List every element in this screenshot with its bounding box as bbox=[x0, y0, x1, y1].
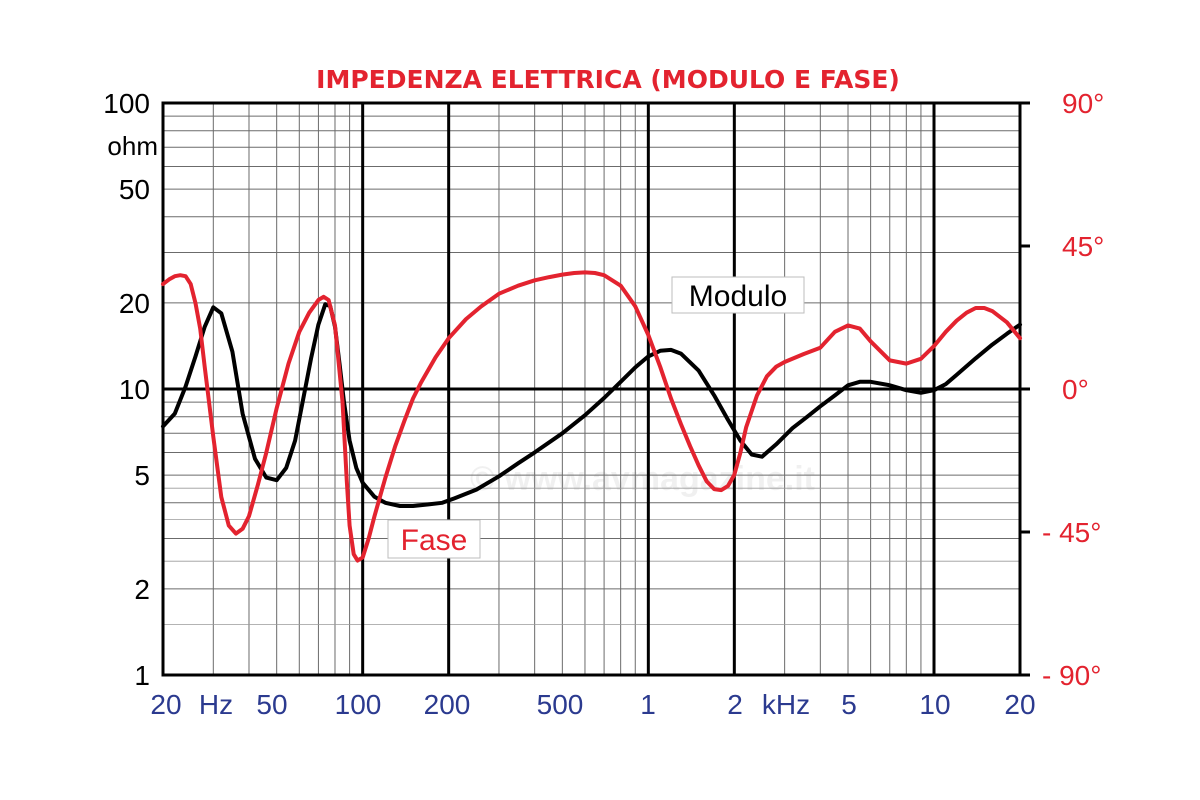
x-tick-label: 100 bbox=[335, 689, 382, 720]
right-axis-ticks bbox=[1020, 101, 1030, 677]
grid-major bbox=[163, 103, 1020, 675]
x-tick-label: 200 bbox=[424, 689, 471, 720]
left-tick-label: 50 bbox=[119, 174, 150, 205]
modulo-label: Modulo bbox=[689, 280, 787, 313]
right-tick-label: 90° bbox=[1062, 88, 1104, 119]
x-tick-label: 20 bbox=[150, 689, 181, 720]
x-tick-label: 10 bbox=[919, 689, 950, 720]
right-tick-label: - 90° bbox=[1042, 660, 1101, 691]
watermark: © www.avmagazine.it bbox=[470, 460, 815, 498]
left-tick-label: 100 bbox=[103, 88, 150, 119]
fase-label-box bbox=[387, 519, 481, 559]
x-tick-label: 20 bbox=[1004, 689, 1035, 720]
left-axis-labels: 100 50 20 10 5 2 1 ohm bbox=[103, 88, 158, 691]
x-tick-label: 1 bbox=[640, 689, 656, 720]
left-tick-label: 1 bbox=[134, 660, 150, 691]
modulo-label-box bbox=[671, 276, 805, 314]
x-tick-label: 5 bbox=[841, 689, 857, 720]
right-tick-label: 45° bbox=[1062, 231, 1104, 262]
left-axis-unit: ohm bbox=[107, 131, 158, 161]
x-tick-label: 50 bbox=[256, 689, 287, 720]
x-axis-labels: 20 Hz 50 100 200 500 1 2 kHz 5 10 20 bbox=[150, 689, 1035, 720]
left-tick-label: 2 bbox=[134, 574, 150, 605]
fase-series-line bbox=[161, 270, 1022, 563]
right-axis-labels: 90° 45° 0° - 45° - 90° bbox=[1042, 88, 1104, 691]
watermark-text: © www.avmagazine.it bbox=[470, 460, 815, 498]
chart-title: IMPEDENZA ELETTRICA (MODULO E FASE) bbox=[316, 65, 900, 94]
left-tick-label: 10 bbox=[119, 374, 150, 405]
left-tick-label: 5 bbox=[134, 460, 150, 491]
x-tick-label: kHz bbox=[762, 689, 810, 720]
x-tick-label: Hz bbox=[199, 689, 233, 720]
x-tick-label: 2 bbox=[727, 689, 743, 720]
right-tick-label: 0° bbox=[1062, 374, 1089, 405]
right-tick-label: - 45° bbox=[1042, 517, 1101, 548]
modulo-series-line bbox=[161, 302, 1022, 508]
fase-label: Fase bbox=[401, 524, 468, 557]
left-tick-label: 20 bbox=[119, 288, 150, 319]
x-tick-label: 500 bbox=[537, 689, 584, 720]
series-annotations: Modulo Fase bbox=[387, 276, 805, 559]
